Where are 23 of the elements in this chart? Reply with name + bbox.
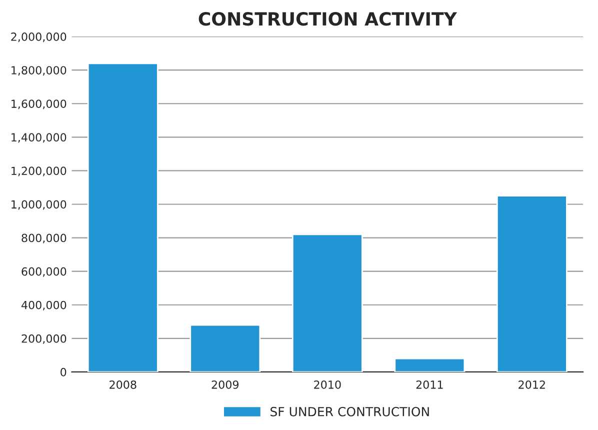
y-tick-label: 1,800,000 [12, 66, 66, 76]
bar [394, 358, 466, 372]
y-tick-label: 2,000,000 [11, 32, 66, 42]
bar [292, 234, 363, 372]
y-tick-label: 1,200,000 [12, 166, 66, 176]
y-tick-label: 1,600,000 [12, 100, 66, 110]
bar [87, 62, 158, 372]
chart-title: CONSTRUCTION ACTIVITY [198, 12, 458, 26]
y-tick-label: 1,400,000 [12, 133, 66, 143]
y-tick-label: 0 [60, 368, 66, 376]
x-tick-label: 2010 [314, 380, 341, 389]
x-tick-label: 2009 [212, 380, 239, 389]
y-tick-label: 200,000 [22, 334, 66, 344]
x-tick-label: 2008 [110, 380, 136, 389]
legend-label: SF UNDER CONTRUCTION [270, 406, 429, 416]
y-tick-label: 800,000 [22, 234, 66, 244]
y-tick-label: 1,000,000 [12, 200, 66, 210]
y-tick-label: 400,000 [21, 300, 66, 310]
y-tick-label: 600,000 [22, 267, 66, 277]
bar [496, 195, 568, 372]
x-tick-label: 2011 [416, 380, 443, 389]
bar [190, 324, 261, 372]
x-tick-label: 2012 [518, 380, 545, 389]
